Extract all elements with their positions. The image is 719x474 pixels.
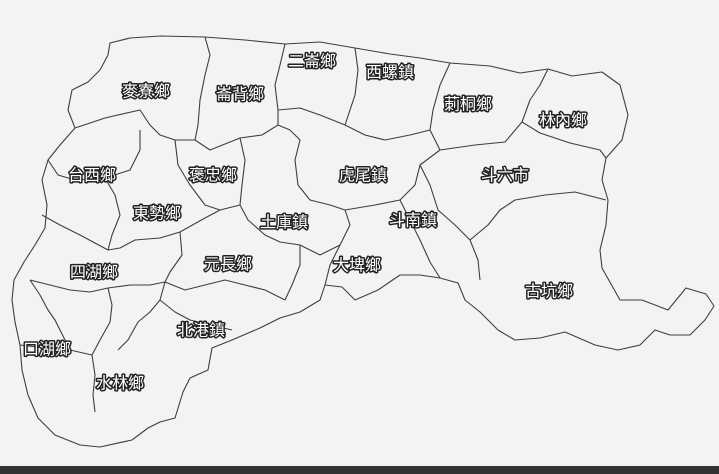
region-label-ershuei: 二崙鄉 [288, 52, 336, 71]
region-label-yuanchang: 元長鄉 [204, 255, 252, 274]
region-label-shuilin: 水林鄉 [96, 374, 144, 393]
region-label-tuku: 土庫鎮 [260, 213, 308, 232]
township-borders [19, 36, 607, 413]
region-label-citong: 莿桐鄉 [444, 95, 492, 114]
region-label-gukeng: 古坑鄉 [525, 282, 573, 301]
county-outline [11, 35, 715, 448]
region-label-kouhu: 口湖鄉 [23, 340, 71, 359]
region-label-dongshi: 東勢鄉 [133, 204, 181, 223]
region-label-dounan: 斗南鎮 [389, 211, 437, 230]
region-label-baozhong: 褒忠鄉 [189, 166, 237, 185]
region-label-huwei: 虎尾鎮 [339, 166, 387, 185]
region-label-lunbei: 崙背鄉 [216, 85, 264, 104]
region-label-beigang: 北港鎮 [177, 321, 225, 340]
region-label-linnei: 林內鄉 [539, 111, 587, 130]
region-label-xiluo: 西螺鎮 [366, 63, 414, 82]
bottom-bar [0, 466, 719, 474]
region-label-dapi: 大埤鄉 [333, 256, 381, 275]
region-label-sihu: 四湖鄉 [70, 263, 118, 282]
region-label-mailiao: 麥寮鄉 [122, 82, 170, 101]
region-label-taixi: 台西鄉 [68, 166, 116, 185]
region-label-douliu: 斗六市 [481, 166, 529, 185]
